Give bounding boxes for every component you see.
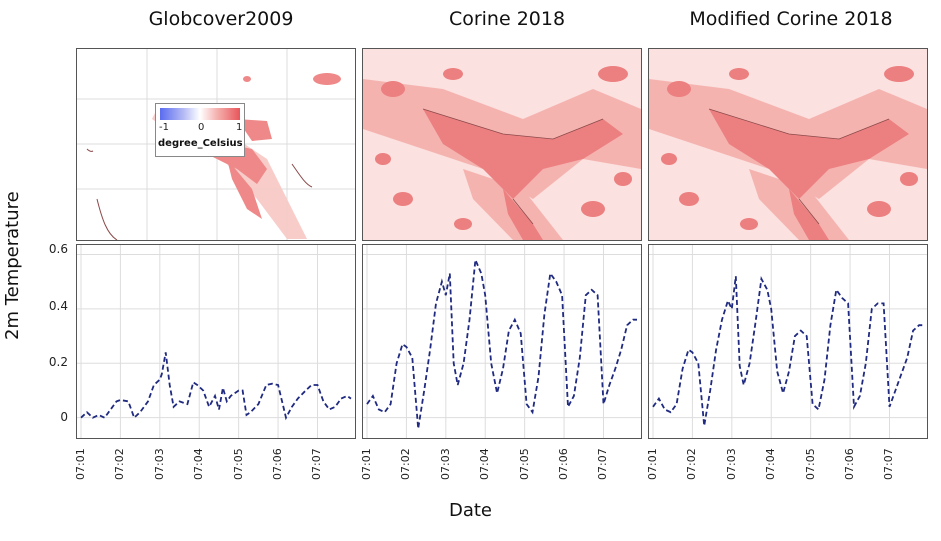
ytick-label: 0.6 [48,242,68,256]
legend-tick-min: -1 [159,122,169,133]
xtick-label: 07:06 [557,448,571,480]
series-line [80,352,352,421]
xtick-label: 07:04 [478,448,492,480]
legend-colorbar [160,108,240,120]
legend-tick-max: 1 [236,122,243,133]
column-title-corine: Corine 2018 [448,8,566,30]
xtick-label: 07:05 [231,448,245,480]
xtick-label: 07:03 [152,448,166,480]
line-panel-globcover [76,244,356,439]
map-panel-modified-corine [648,48,928,241]
xtick-label: 07:02 [113,448,127,480]
x-axis-label: Date [448,500,493,521]
y-axis-label: 2m Temperature [2,191,23,340]
map-modified-corine [649,49,927,240]
column-title-globcover: Globcover2009 [148,8,294,30]
xtick-label: 07:04 [764,448,778,480]
xtick-label: 07:01 [646,448,659,480]
series-line [366,256,637,429]
xtick-label: 07:01 [360,448,373,480]
color-legend: -1 0 1 degree_Celsius [155,103,245,157]
map-panel-globcover: -1 0 1 degree_Celsius [76,48,356,241]
xtick-label: 07:07 [310,448,324,480]
xtick-label: 07:04 [192,448,206,480]
xtick-label: 07:06 [843,448,857,480]
series-line [652,276,923,426]
line-plot-corine [363,245,641,438]
map-corine [363,49,641,240]
ytick-label: 0 [60,410,68,424]
map-panel-corine [362,48,642,241]
xtick-label: 07:03 [724,448,738,480]
ytick-label: 0.2 [48,355,68,369]
column-title-modified-corine: Modified Corine 2018 [689,8,893,30]
line-plot-globcover [77,245,355,438]
line-panel-modified-corine [648,244,928,439]
line-panel-corine [362,244,642,439]
xtick-label: 07:06 [271,448,285,480]
xtick-label: 07:02 [399,448,413,480]
legend-tick-mid: 0 [198,122,205,133]
xtick-label: 07:07 [596,448,610,480]
xtick-label: 07:02 [685,448,699,480]
xtick-label: 07:05 [803,448,817,480]
xtick-label: 07:03 [438,448,452,480]
ytick-label: 0.4 [48,299,68,313]
xtick-label: 07:07 [882,448,896,480]
line-plot-modified-corine [649,245,927,438]
legend-title: degree_Celsius [158,138,243,149]
xtick-label: 07:05 [517,448,531,480]
xtick-label: 07:01 [74,448,87,480]
